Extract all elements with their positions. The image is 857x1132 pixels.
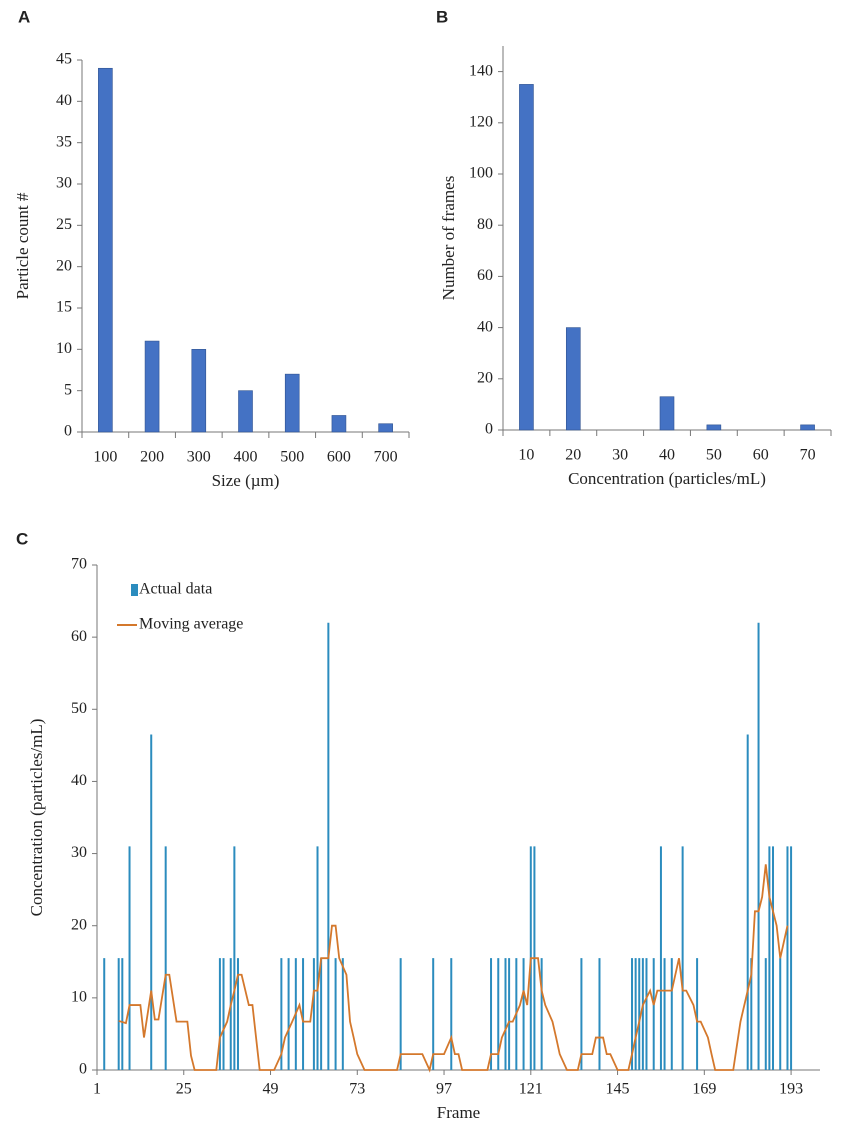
y-axis-title: Number of frames <box>439 176 458 301</box>
x-tick-label: 20 <box>565 447 581 464</box>
y-tick-label: 15 <box>56 299 72 316</box>
x-tick-label: 145 <box>606 1081 630 1098</box>
x-tick-label: 193 <box>779 1081 803 1098</box>
panel-label: B <box>436 7 448 26</box>
y-tick-label: 0 <box>64 423 72 440</box>
x-tick-label: 1 <box>93 1081 101 1098</box>
y-tick-label: 25 <box>56 216 72 233</box>
x-tick-label: 600 <box>327 449 351 466</box>
y-tick-label: 70 <box>71 556 87 573</box>
y-tick-label: 35 <box>56 133 72 150</box>
x-tick-label: 70 <box>800 447 816 464</box>
x-tick-label: 97 <box>436 1081 452 1098</box>
x-tick-label: 40 <box>659 447 675 464</box>
x-tick-label: 700 <box>374 449 398 466</box>
x-tick-label: 10 <box>518 447 534 464</box>
y-tick-label: 0 <box>79 1061 87 1078</box>
panel-label: A <box>18 7 30 26</box>
bar <box>378 423 393 433</box>
y-tick-label: 60 <box>477 267 493 284</box>
y-tick-label: 20 <box>71 916 87 933</box>
x-tick-label: 50 <box>706 447 722 464</box>
x-tick-label: 49 <box>263 1081 279 1098</box>
bar <box>191 349 207 433</box>
x-tick-label: 300 <box>187 449 211 466</box>
y-tick-label: 40 <box>71 772 87 789</box>
x-tick-label: 200 <box>140 449 164 466</box>
y-tick-label: 140 <box>469 62 493 79</box>
y-tick-label: 60 <box>71 628 87 645</box>
legend-label: Actual data <box>139 581 212 598</box>
y-tick-label: 0 <box>485 421 493 438</box>
bar <box>519 84 534 431</box>
legend-label: Moving average <box>139 616 243 633</box>
x-tick-label: 500 <box>280 449 304 466</box>
y-tick-label: 50 <box>71 700 87 717</box>
x-tick-label: 25 <box>176 1081 192 1098</box>
x-axis-title: Size (µm) <box>212 471 280 490</box>
y-tick-label: 30 <box>56 175 72 192</box>
y-tick-label: 20 <box>477 369 493 386</box>
y-tick-label: 80 <box>477 216 493 233</box>
legend-swatch <box>131 584 138 596</box>
x-tick-label: 100 <box>93 449 117 466</box>
x-axis-title: Concentration (particles/mL) <box>568 469 766 488</box>
y-tick-label: 30 <box>71 844 87 861</box>
bar <box>238 390 253 433</box>
x-tick-label: 30 <box>612 447 628 464</box>
x-tick-label: 169 <box>692 1081 716 1098</box>
y-tick-label: 40 <box>56 92 72 109</box>
x-tick-label: 60 <box>753 447 769 464</box>
y-tick-label: 20 <box>56 257 72 274</box>
bar <box>331 415 347 433</box>
y-tick-label: 45 <box>56 51 72 68</box>
bar <box>98 67 113 433</box>
y-tick-label: 120 <box>469 113 493 130</box>
y-tick-label: 10 <box>71 989 87 1006</box>
y-tick-label: 5 <box>64 381 72 398</box>
bar <box>144 340 160 433</box>
bar <box>565 327 581 431</box>
y-tick-label: 100 <box>469 165 493 182</box>
x-tick-label: 121 <box>519 1081 543 1098</box>
x-tick-label: 73 <box>349 1081 365 1098</box>
panel-label: C <box>16 529 28 548</box>
x-axis-title: Frame <box>437 1103 480 1122</box>
x-tick-label: 400 <box>234 449 258 466</box>
bar <box>659 396 675 431</box>
y-axis-title: Particle count # <box>13 192 32 299</box>
bar <box>284 373 300 433</box>
y-tick-label: 40 <box>477 318 493 335</box>
moving-average-line <box>118 864 789 1073</box>
y-tick-label: 10 <box>56 340 72 357</box>
bar <box>800 424 815 431</box>
bar <box>706 424 722 431</box>
y-axis-title: Concentration (particles/mL) <box>27 719 46 917</box>
